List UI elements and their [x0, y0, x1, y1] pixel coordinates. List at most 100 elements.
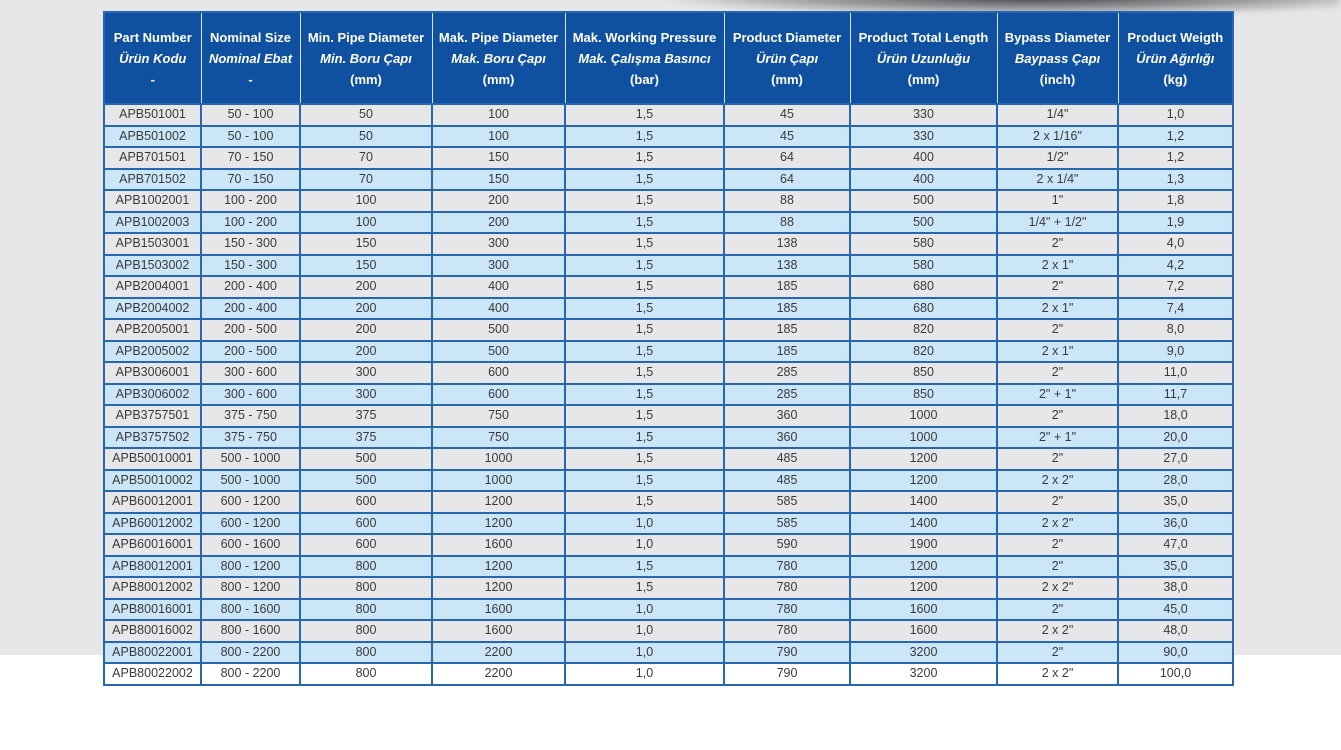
cell-part-number: APB3757501: [103, 404, 202, 428]
column-header-product-total-length-tr: Ürün Uzunluğu: [876, 50, 971, 66]
cell-product-weight: 47,0: [1117, 533, 1234, 557]
cell-part-number: APB1503001: [103, 232, 202, 256]
cell-nominal-size: 150 - 300: [200, 232, 301, 256]
cell-product-total-length: 580: [849, 232, 998, 256]
cell-min-pipe-diameter: 200: [299, 296, 433, 320]
cell-max-working-pressure: 1,5: [564, 490, 725, 514]
cell-nominal-size: 200 - 500: [200, 339, 301, 363]
cell-product-weight: 90,0: [1117, 640, 1234, 664]
cell-nominal-size: 500 - 1000: [200, 468, 301, 492]
cell-product-diameter: 780: [723, 597, 851, 621]
cell-product-diameter: 185: [723, 339, 851, 363]
cell-part-number: APB3006002: [103, 382, 202, 406]
cell-nominal-size: 100 - 200: [200, 189, 301, 213]
cell-min-pipe-diameter: 800: [299, 576, 433, 600]
cell-bypass-diameter: 2": [996, 490, 1119, 514]
cell-part-number: APB2004002: [103, 296, 202, 320]
cell-max-working-pressure: 1,5: [564, 554, 725, 578]
cell-bypass-diameter: 2": [996, 447, 1119, 471]
cell-part-number: APB80016001: [103, 597, 202, 621]
cell-max-working-pressure: 1,5: [564, 447, 725, 471]
column-header-product-total-length-en: Product Total Length: [858, 29, 989, 45]
cell-min-pipe-diameter: 800: [299, 640, 433, 664]
cell-bypass-diameter: 2 x 1": [996, 296, 1119, 320]
cell-nominal-size: 100 - 200: [200, 210, 301, 234]
cell-product-weight: 1,0: [1117, 103, 1234, 127]
cell-min-pipe-diameter: 100: [299, 189, 433, 213]
cell-part-number: APB3757502: [103, 425, 202, 449]
cell-product-diameter: 780: [723, 554, 851, 578]
cell-nominal-size: 150 - 300: [200, 253, 301, 277]
column-header-min-pipe-diameter-unit: (mm): [350, 71, 382, 87]
cell-min-pipe-diameter: 50: [299, 124, 433, 148]
cell-bypass-diameter: 2 x 2": [996, 511, 1119, 535]
column-header-part-number-tr: Ürün Kodu: [119, 50, 187, 66]
cell-max-working-pressure: 1,0: [564, 533, 725, 557]
table-row: APB2005002 200 - 500 200 500 1,5 185 820 2 x 1"…: [103, 339, 1234, 363]
column-header-nominal-size-unit: -: [248, 71, 253, 87]
cell-max-pipe-diameter: 500: [431, 318, 566, 342]
product-spec-table: Part Number Ürün Kodu - Nominal Size Nominal…: [103, 11, 1234, 686]
cell-min-pipe-diameter: 70: [299, 167, 433, 191]
column-header-product-diameter-unit: (mm): [771, 71, 803, 87]
cell-product-diameter: 88: [723, 189, 851, 213]
cell-bypass-diameter: 1/4" + 1/2": [996, 210, 1119, 234]
cell-max-pipe-diameter: 500: [431, 339, 566, 363]
cell-bypass-diameter: 1/2": [996, 146, 1119, 170]
table-row: APB3006001 300 - 600 300 600 1,5 285 850 2" 11,0: [103, 361, 1234, 385]
cell-product-weight: 11,7: [1117, 382, 1234, 406]
cell-nominal-size: 500 - 1000: [200, 447, 301, 471]
cell-product-diameter: 285: [723, 361, 851, 385]
cell-product-total-length: 850: [849, 361, 998, 385]
column-header-part-number-en: Part Number: [113, 29, 192, 45]
table-row: APB2004002 200 - 400 200 400 1,5 185 680 2 x 1"…: [103, 296, 1234, 320]
cell-min-pipe-diameter: 200: [299, 339, 433, 363]
cell-nominal-size: 800 - 2200: [200, 662, 301, 686]
cell-max-working-pressure: 1,0: [564, 640, 725, 664]
column-header-max-pipe-diameter-unit: (mm): [482, 71, 515, 87]
cell-product-diameter: 64: [723, 146, 851, 170]
cell-nominal-size: 70 - 150: [200, 167, 301, 191]
cell-max-pipe-diameter: 1600: [431, 619, 566, 643]
cell-part-number: APB2004001: [103, 275, 202, 299]
cell-product-total-length: 680: [849, 296, 998, 320]
cell-max-working-pressure: 1,0: [564, 511, 725, 535]
cell-product-weight: 1,8: [1117, 189, 1234, 213]
cell-max-pipe-diameter: 400: [431, 275, 566, 299]
table-body: APB501001 50 - 100 50 100 1,5 45 330 1/4" 1,0 APB…: [103, 103, 1234, 686]
table-row: APB3757502 375 - 750 375 750 1,5 360 1000 2" + …: [103, 425, 1234, 449]
cell-max-pipe-diameter: 2200: [431, 662, 566, 686]
cell-product-diameter: 585: [723, 490, 851, 514]
table-row: APB80016001 800 - 1600 800 1600 1,0 780 1600 2"…: [103, 597, 1234, 621]
cell-bypass-diameter: 1": [996, 189, 1119, 213]
cell-nominal-size: 600 - 1600: [200, 533, 301, 557]
cell-min-pipe-diameter: 500: [299, 468, 433, 492]
cell-min-pipe-diameter: 800: [299, 619, 433, 643]
cell-min-pipe-diameter: 375: [299, 425, 433, 449]
cell-bypass-diameter: 2 x 1": [996, 339, 1119, 363]
table-row: APB1503002 150 - 300 150 300 1,5 138 580 2 x 1"…: [103, 253, 1234, 277]
cell-bypass-diameter: 1/4": [996, 103, 1119, 127]
column-header-product-weight-unit: (kg): [1163, 71, 1188, 87]
cell-product-total-length: 1600: [849, 597, 998, 621]
cell-nominal-size: 800 - 1200: [200, 576, 301, 600]
cell-bypass-diameter: 2 x 2": [996, 468, 1119, 492]
cell-max-pipe-diameter: 1200: [431, 576, 566, 600]
cell-product-total-length: 1400: [849, 490, 998, 514]
cell-bypass-diameter: 2 x 2": [996, 619, 1119, 643]
cell-min-pipe-diameter: 600: [299, 490, 433, 514]
cell-max-pipe-diameter: 150: [431, 146, 566, 170]
cell-product-diameter: 780: [723, 619, 851, 643]
cell-part-number: APB701501: [103, 146, 202, 170]
cell-nominal-size: 375 - 750: [200, 425, 301, 449]
cell-product-diameter: 485: [723, 468, 851, 492]
cell-bypass-diameter: 2 x 1/4": [996, 167, 1119, 191]
cell-nominal-size: 50 - 100: [200, 103, 301, 127]
cell-product-total-length: 820: [849, 339, 998, 363]
cell-part-number: APB60016001: [103, 533, 202, 557]
column-header-product-total-length-unit: (mm): [907, 71, 940, 87]
cell-product-total-length: 400: [849, 167, 998, 191]
cell-part-number: APB50010001: [103, 447, 202, 471]
table-row: APB80012001 800 - 1200 800 1200 1,5 780 1200 2"…: [103, 554, 1234, 578]
cell-product-weight: 18,0: [1117, 404, 1234, 428]
